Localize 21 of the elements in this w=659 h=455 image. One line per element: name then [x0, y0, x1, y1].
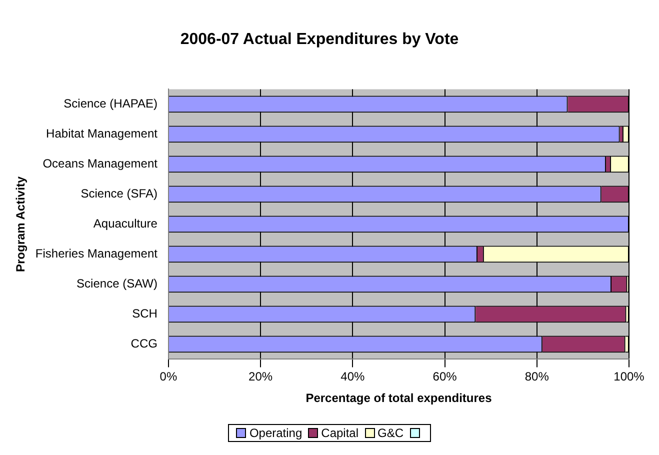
y-tick-label: Habitat Management [46, 126, 158, 141]
legend-label: G&C [378, 426, 404, 440]
y-tick-label: Oceans Management [42, 156, 158, 171]
y-tick-label: Science (SFA) [80, 186, 158, 201]
y-tick-label: Fisheries Management [35, 246, 158, 261]
y-axis-title: Program Activity [14, 176, 28, 272]
legend-label: Operating [249, 426, 302, 440]
x-tick-label: 0% [160, 370, 178, 384]
chart-title: 2006-07 Actual Expenditures by Vote [180, 31, 459, 48]
y-tick-label: Aquaculture [93, 216, 158, 231]
y-tick-label: Science (HAPAE) [64, 96, 158, 111]
y-tick-label: SCH [132, 306, 158, 321]
x-tick-label: 80% [524, 370, 550, 384]
x-tick-label: 60% [432, 370, 458, 384]
legend-label: Capital [321, 426, 359, 440]
x-axis-title: Percentage of total expenditures [306, 391, 492, 406]
x-tick-label: 40% [340, 370, 366, 384]
y-tick-label: CCG [130, 336, 158, 351]
y-tick-label: Science (SAW) [76, 276, 158, 291]
x-tick-label: 20% [248, 370, 273, 384]
x-tick-label: 100% [614, 370, 645, 384]
